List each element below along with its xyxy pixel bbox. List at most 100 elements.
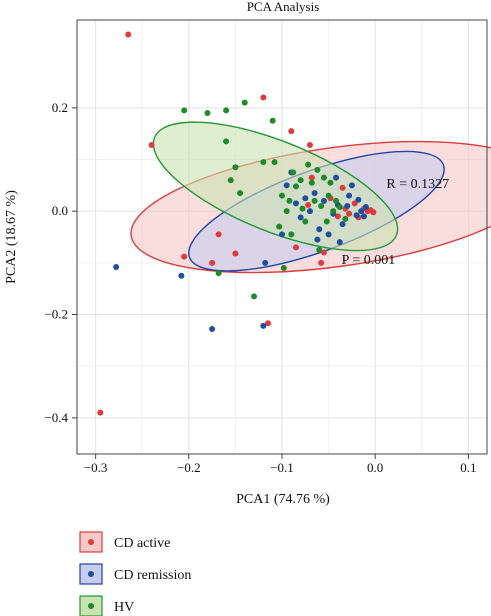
point-2	[181, 107, 188, 114]
point-0	[215, 231, 222, 238]
point-2	[305, 161, 312, 168]
scatter-points	[97, 31, 377, 416]
point-0	[351, 200, 358, 207]
point-2	[342, 215, 349, 222]
point-0	[334, 213, 341, 220]
stat-annotation: R = 0.1327	[386, 177, 449, 192]
legend-label: CD active	[114, 536, 170, 551]
point-1	[358, 208, 365, 215]
y-tick-label: −0.4	[44, 410, 68, 425]
point-2	[330, 208, 337, 215]
point-1	[302, 195, 309, 202]
point-1	[209, 325, 216, 332]
point-2	[314, 166, 321, 173]
point-2	[204, 110, 211, 116]
point-1	[292, 200, 299, 207]
point-1	[113, 263, 120, 270]
x-tick-label: 0.1	[460, 460, 476, 475]
point-0	[292, 244, 299, 251]
point-0	[346, 210, 353, 217]
point-1	[362, 204, 369, 211]
point-2	[223, 107, 230, 114]
point-1	[339, 221, 346, 228]
x-tick-label: −0.2	[177, 460, 201, 475]
point-1	[336, 239, 343, 246]
point-2	[336, 204, 343, 211]
x-tick-label: −0.1	[270, 460, 294, 475]
point-2	[320, 174, 327, 181]
point-2	[288, 231, 295, 238]
point-2	[323, 218, 330, 225]
point-2	[311, 197, 318, 204]
point-1	[283, 182, 290, 189]
point-1	[297, 214, 304, 221]
point-1	[355, 196, 362, 203]
point-2	[327, 179, 334, 186]
point-2	[292, 183, 299, 190]
point-2	[269, 117, 276, 124]
point-1	[279, 231, 285, 238]
point-1	[262, 259, 269, 266]
point-1	[306, 208, 313, 215]
point-2	[279, 192, 285, 199]
point-0	[260, 94, 267, 101]
point-2	[299, 205, 306, 212]
point-2	[302, 218, 309, 225]
point-2	[297, 177, 304, 184]
point-2	[227, 177, 234, 184]
point-1	[361, 213, 367, 220]
stat-annotation: P = 0.001	[342, 253, 396, 268]
legend: CD active CD remission HV	[79, 531, 191, 616]
point-0	[97, 409, 104, 416]
point-1	[344, 203, 351, 209]
point-1	[178, 272, 185, 279]
point-1	[333, 174, 340, 181]
point-0	[288, 128, 295, 135]
point-1	[314, 236, 321, 243]
chart-title: PCA Analysis	[247, 0, 320, 14]
point-2	[271, 159, 278, 166]
point-1	[260, 322, 267, 329]
point-0	[306, 142, 313, 149]
annotations: R = 0.1327 P = 0.001	[342, 177, 449, 268]
point-2	[308, 179, 315, 186]
point-2	[215, 270, 222, 277]
point-0	[318, 259, 325, 266]
legend-marker	[88, 603, 94, 609]
x-tick-label: −0.3	[84, 460, 108, 475]
legend-marker	[88, 571, 94, 577]
y-axis-label: PCA2 (18.67 %)	[4, 190, 19, 284]
axes: −0.3 −0.2 −0.1 0.0 0.1 −0.4 −0.2 0.0 0.2	[44, 100, 476, 475]
point-0	[305, 201, 312, 208]
point-1	[325, 231, 332, 238]
point-0	[370, 209, 377, 216]
point-2	[325, 192, 332, 199]
confidence-ellipses	[130, 121, 491, 274]
point-1	[353, 212, 360, 219]
point-0	[320, 249, 327, 256]
point-2	[260, 159, 267, 166]
point-0	[308, 174, 315, 181]
point-1	[348, 182, 355, 189]
point-0	[209, 259, 216, 266]
y-tick-label: −0.2	[44, 307, 68, 322]
point-1	[320, 197, 327, 204]
point-0	[232, 250, 239, 257]
point-2	[318, 203, 325, 209]
point-1	[311, 190, 318, 197]
point-2	[232, 164, 239, 171]
point-1	[346, 192, 353, 199]
x-axis-label: PCA1 (74.76 %)	[236, 492, 330, 507]
point-2	[316, 246, 323, 253]
point-2	[241, 99, 248, 106]
point-2	[237, 190, 244, 197]
point-0	[339, 184, 346, 191]
legend-marker	[88, 539, 94, 545]
y-tick-label: 0.0	[52, 203, 68, 218]
x-tick-label: 0.0	[367, 460, 383, 475]
point-0	[265, 320, 272, 327]
point-2	[280, 265, 287, 271]
point-2	[333, 197, 340, 204]
point-0	[125, 31, 132, 38]
